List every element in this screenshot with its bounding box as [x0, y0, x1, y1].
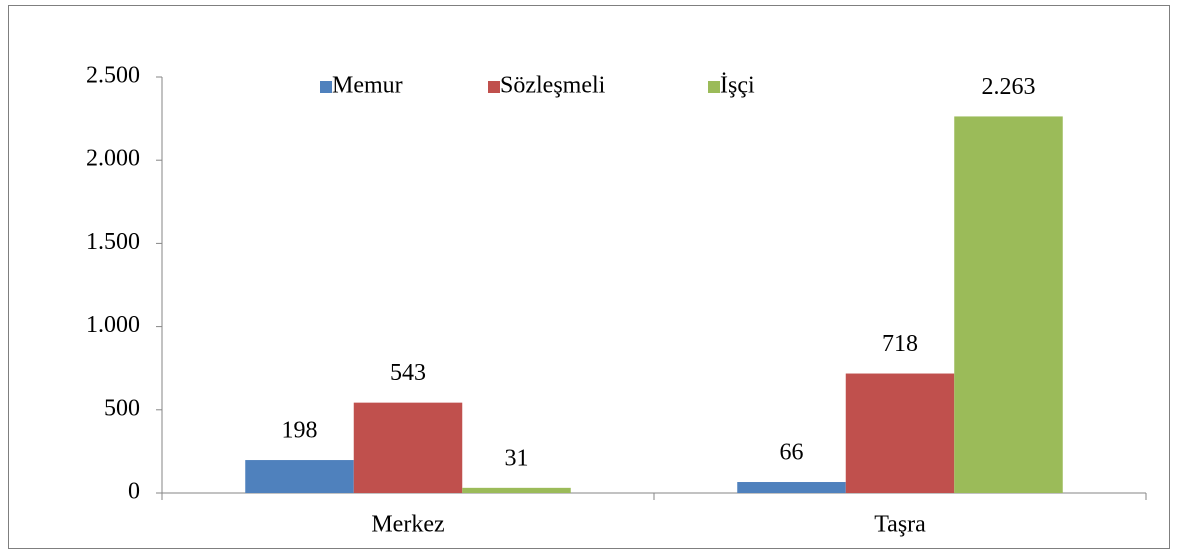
x-tick-label: Merkez — [371, 512, 444, 538]
legend-label: Memur — [332, 73, 403, 99]
data-label: 31 — [505, 445, 529, 471]
bar — [845, 373, 955, 493]
y-tick-label: 2.500 — [86, 63, 140, 89]
bar — [353, 402, 463, 493]
y-tick-label: 2.000 — [86, 146, 140, 172]
data-label: 66 — [780, 440, 804, 466]
legend-label: İşçi — [720, 73, 755, 99]
y-tick-label: 0 — [128, 479, 140, 505]
legend-swatch — [708, 81, 720, 93]
data-label: 198 — [282, 418, 318, 444]
y-tick-label: 1.500 — [86, 229, 140, 255]
bar — [462, 487, 571, 493]
bar — [245, 460, 354, 493]
bar — [954, 116, 1063, 493]
y-tick-label: 1.000 — [86, 312, 140, 338]
data-label: 543 — [390, 360, 426, 386]
y-tick-label: 500 — [104, 395, 140, 421]
legend-swatch — [320, 81, 332, 93]
x-tick-label: Taşra — [874, 512, 926, 538]
bar — [737, 482, 846, 493]
data-label: 718 — [882, 331, 918, 357]
data-label: 2.263 — [982, 74, 1036, 100]
legend-swatch — [488, 81, 500, 93]
legend-label: Sözleşmeli — [500, 73, 606, 99]
